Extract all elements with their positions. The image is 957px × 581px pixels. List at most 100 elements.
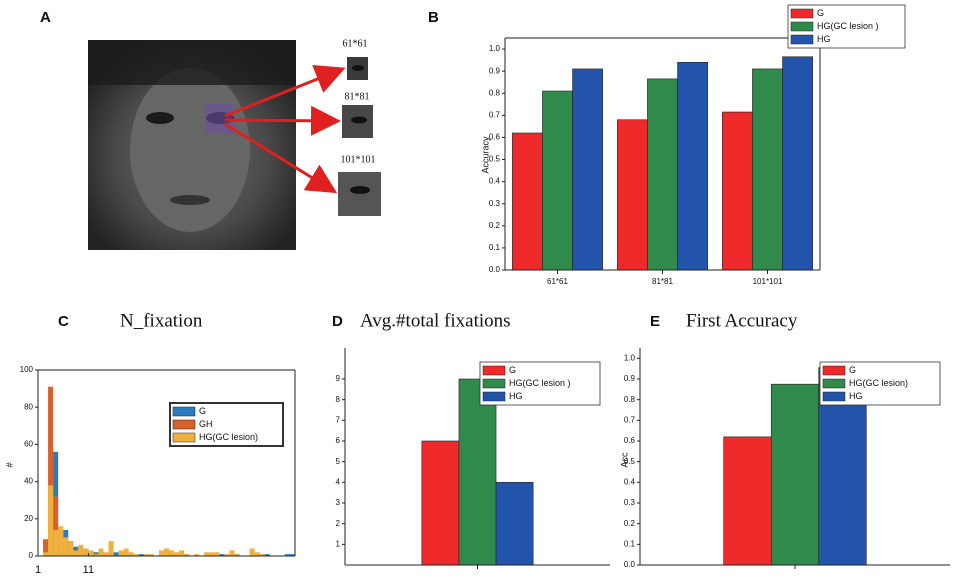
histogram-bar <box>78 544 84 556</box>
histogram-bar <box>224 554 230 556</box>
legend-swatch <box>172 406 196 417</box>
y-tick-label: 0.7 <box>624 415 636 424</box>
histogram-bar <box>88 550 94 556</box>
legend-swatch <box>482 378 506 389</box>
y-tick-label: 8 <box>336 395 341 404</box>
histogram-bar <box>184 554 190 556</box>
y-tick-label: 0.1 <box>489 243 501 252</box>
x-tick-label: 61*61 <box>547 277 568 286</box>
y-tick-label: 2 <box>336 519 341 528</box>
bar <box>677 62 708 271</box>
legend-label: G <box>509 365 516 375</box>
y-tick-label: 0.3 <box>489 199 501 208</box>
histogram-bar <box>43 552 49 556</box>
bar <box>617 119 648 271</box>
y-tick-label: 0.8 <box>489 88 501 97</box>
y-tick-label: 0.5 <box>624 457 636 466</box>
legend-swatch <box>822 365 846 376</box>
y-tick-label: 60 <box>24 440 33 449</box>
legend-swatch <box>482 391 506 402</box>
y-tick-label: 100 <box>20 365 34 374</box>
histogram-bar <box>48 485 54 556</box>
histogram-bar <box>169 550 175 556</box>
y-tick-label: 7 <box>336 415 341 424</box>
histogram-bar <box>229 550 235 556</box>
y-tick-label: 0.8 <box>624 395 636 404</box>
y-tick-label: 0.4 <box>624 477 636 486</box>
legend-swatch <box>790 8 814 19</box>
y-tick-label: 0.2 <box>624 519 636 528</box>
legend-label: HG <box>849 391 863 401</box>
legend-swatch <box>790 21 814 32</box>
legend-label: G <box>849 365 856 375</box>
crop-label: 61*61 <box>343 38 368 49</box>
histogram-bar <box>209 552 215 556</box>
y-tick-label: 0.4 <box>489 177 501 186</box>
histogram-bar <box>123 548 129 556</box>
panel-label: A <box>40 9 51 26</box>
arrows <box>224 64 346 194</box>
legend-swatch <box>482 365 506 376</box>
y-tick-label: 9 <box>336 374 341 383</box>
bar <box>723 436 772 566</box>
y-tick-label: 0.9 <box>624 374 636 383</box>
bar <box>495 482 534 566</box>
y-tick-label: 0.6 <box>624 436 636 445</box>
histogram-bar <box>138 554 144 556</box>
chart-title: Avg.#total fixations <box>360 310 511 331</box>
panel-label: C <box>58 313 69 330</box>
legend-swatch <box>822 391 846 402</box>
histogram-bar <box>83 548 89 556</box>
bar <box>752 68 783 271</box>
histogram-bar <box>179 550 185 556</box>
y-tick-label: 1 <box>336 539 341 548</box>
face-image <box>88 40 296 250</box>
legend-label: HG(GC lesion) <box>849 378 908 388</box>
histogram-bar <box>148 554 154 556</box>
y-axis-label: Accuracy <box>480 136 490 174</box>
histogram-bar <box>219 554 225 556</box>
bar <box>782 56 813 271</box>
crop-label: 101*101 <box>341 154 376 165</box>
x-tick-label: 11 <box>83 564 94 576</box>
histogram-bar <box>48 386 54 556</box>
legend-label: G <box>817 8 824 18</box>
bar <box>647 78 678 271</box>
legend-label: G <box>199 406 206 416</box>
legend-swatch <box>172 432 196 443</box>
legend-swatch <box>790 34 814 45</box>
bar <box>421 440 460 566</box>
chart-title: N_fixation <box>120 310 203 331</box>
histogram-bar <box>53 529 59 556</box>
y-tick-label: 1.0 <box>624 353 636 362</box>
y-tick-label: 0.3 <box>624 498 636 507</box>
legend-label: HG(GC lesion) <box>199 432 258 442</box>
crops <box>338 57 381 216</box>
y-tick-label: 0.9 <box>489 66 501 75</box>
histogram-bar <box>133 554 139 556</box>
bar <box>722 111 753 271</box>
histogram-bar <box>53 496 59 556</box>
legend-label: HG <box>817 34 831 44</box>
histogram-bar <box>204 552 210 556</box>
bar <box>542 90 573 271</box>
panel-label: E <box>650 313 660 330</box>
y-tick-label: 0.2 <box>489 221 501 230</box>
legend-label: GH <box>199 419 213 429</box>
bar <box>458 378 497 566</box>
y-tick-label: 0.7 <box>489 110 501 119</box>
y-axis-label: # <box>4 462 14 467</box>
histogram-bar <box>163 548 170 556</box>
legend-swatch <box>172 419 196 430</box>
histogram-bar <box>73 550 79 556</box>
y-tick-label: 0 <box>29 551 34 560</box>
x-tick-label: 101*101 <box>753 277 783 286</box>
histogram-bar <box>113 552 119 556</box>
histogram-bar <box>108 541 114 556</box>
y-tick-label: 5 <box>336 457 341 466</box>
histogram-bar <box>58 526 64 556</box>
y-tick-label: 40 <box>24 477 33 486</box>
histogram-bar <box>128 552 134 556</box>
histogram-bar <box>259 554 265 556</box>
